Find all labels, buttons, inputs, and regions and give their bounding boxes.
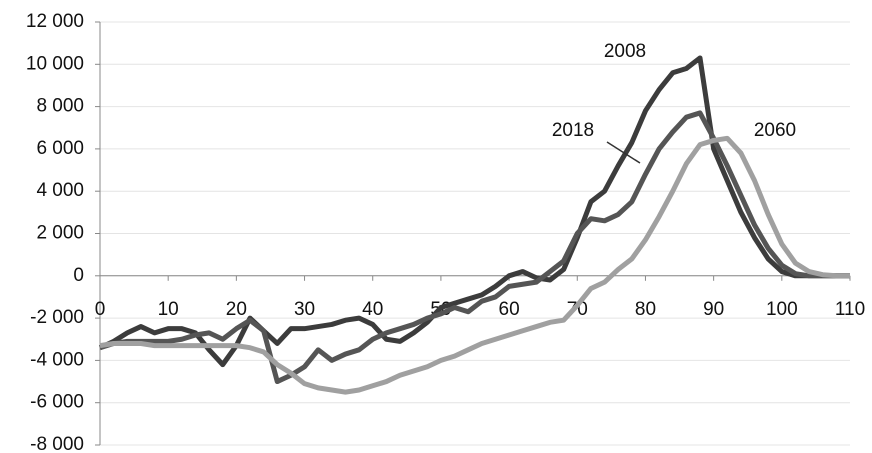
- series-line: [99, 110, 850, 385]
- label-pointer: [606, 141, 641, 164]
- y-tick-label: -2 000: [30, 307, 84, 328]
- x-tick-label: 0: [95, 299, 106, 320]
- y-tick-label: 6 000: [36, 138, 84, 159]
- y-tick-label: 10 000: [26, 53, 84, 74]
- y-tick-label: -6 000: [30, 392, 84, 413]
- x-tick-label: 80: [635, 299, 656, 320]
- series-label: 2018: [552, 120, 594, 141]
- x-tick-label: 100: [766, 299, 798, 320]
- series-line: [98, 55, 850, 368]
- series-label: 2008: [604, 41, 646, 62]
- series-label: 2060: [754, 120, 796, 141]
- x-tick-label: 90: [703, 299, 724, 320]
- y-tick-label: 2 000: [36, 223, 84, 244]
- x-tick-label: 110: [835, 299, 865, 320]
- series-line: [99, 135, 850, 395]
- y-tick-label: 12 000: [26, 11, 84, 32]
- x-tick-label: 10: [158, 299, 179, 320]
- y-tick-label: 4 000: [36, 180, 84, 201]
- x-tick-label: 60: [499, 299, 520, 320]
- y-tick-label: 0: [73, 265, 84, 286]
- y-tick-label: -4 000: [30, 349, 84, 370]
- x-tick-label: 30: [294, 299, 315, 320]
- x-tick-label: 40: [362, 299, 383, 320]
- y-tick-label: -8 000: [30, 434, 84, 453]
- x-tick-label: 20: [226, 299, 247, 320]
- y-tick-label: 8 000: [36, 96, 84, 117]
